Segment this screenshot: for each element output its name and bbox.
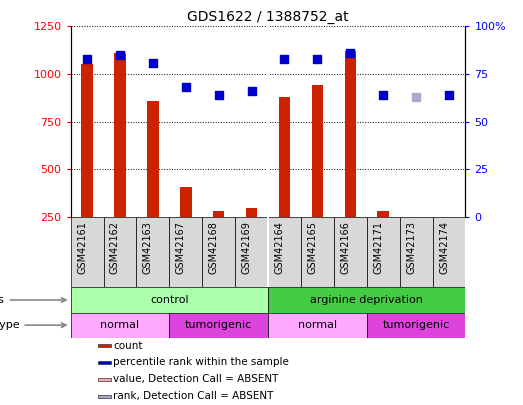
Text: GSM42163: GSM42163 — [143, 221, 153, 273]
Point — [412, 94, 420, 100]
Text: GSM42169: GSM42169 — [242, 221, 252, 273]
Bar — [367, 217, 400, 288]
Text: normal: normal — [100, 320, 140, 330]
Bar — [169, 313, 268, 338]
Text: GSM42164: GSM42164 — [275, 221, 285, 273]
Bar — [98, 378, 111, 381]
Bar — [279, 97, 290, 217]
Text: count: count — [113, 341, 143, 350]
Bar — [334, 217, 367, 288]
Point — [214, 92, 223, 98]
Bar — [444, 217, 455, 219]
Text: GSM42167: GSM42167 — [176, 221, 186, 274]
Bar — [202, 217, 235, 288]
Bar — [98, 394, 111, 398]
Bar — [268, 313, 367, 338]
Bar — [268, 288, 465, 313]
Point — [313, 55, 322, 62]
Bar — [400, 217, 433, 288]
Text: control: control — [150, 295, 189, 305]
Bar — [71, 313, 169, 338]
Bar — [301, 217, 334, 288]
Bar — [98, 344, 111, 347]
Point — [116, 52, 124, 58]
Bar — [98, 361, 111, 364]
Bar — [114, 53, 126, 217]
Text: GSM42171: GSM42171 — [373, 221, 383, 274]
Text: GSM42174: GSM42174 — [439, 221, 449, 274]
Bar — [147, 101, 158, 217]
Text: stress: stress — [0, 295, 66, 305]
Bar — [81, 64, 93, 217]
Bar — [71, 217, 104, 288]
Bar — [267, 217, 269, 288]
Bar — [71, 288, 268, 313]
Bar — [367, 313, 465, 338]
Text: cell type: cell type — [0, 320, 66, 330]
Text: value, Detection Call = ABSENT: value, Detection Call = ABSENT — [113, 375, 279, 384]
Text: GSM42162: GSM42162 — [110, 221, 120, 274]
Point — [445, 92, 453, 98]
Text: GSM42173: GSM42173 — [406, 221, 416, 274]
Bar — [213, 211, 224, 217]
Point — [149, 60, 157, 66]
Text: GSM42165: GSM42165 — [308, 221, 317, 274]
Bar — [246, 208, 257, 217]
Bar — [345, 51, 356, 217]
Text: percentile rank within the sample: percentile rank within the sample — [113, 358, 289, 367]
Text: normal: normal — [298, 320, 337, 330]
Bar — [169, 217, 202, 288]
Text: GSM42161: GSM42161 — [77, 221, 87, 273]
Bar — [137, 217, 169, 288]
Bar — [378, 211, 389, 217]
Bar — [235, 217, 268, 288]
Text: tumorigenic: tumorigenic — [382, 320, 450, 330]
Text: arginine deprivation: arginine deprivation — [310, 295, 423, 305]
Point — [346, 50, 355, 56]
Bar — [312, 85, 323, 217]
Point — [280, 55, 289, 62]
Title: GDS1622 / 1388752_at: GDS1622 / 1388752_at — [187, 10, 349, 24]
Bar — [180, 187, 191, 217]
Bar — [433, 217, 465, 288]
Text: tumorigenic: tumorigenic — [185, 320, 252, 330]
Bar — [104, 217, 137, 288]
Text: rank, Detection Call = ABSENT: rank, Detection Call = ABSENT — [113, 392, 274, 401]
Point — [379, 92, 388, 98]
Point — [247, 88, 256, 94]
Point — [83, 55, 91, 62]
Text: GSM42168: GSM42168 — [209, 221, 219, 273]
Bar — [268, 217, 301, 288]
Text: GSM42166: GSM42166 — [340, 221, 350, 273]
Point — [181, 84, 190, 91]
